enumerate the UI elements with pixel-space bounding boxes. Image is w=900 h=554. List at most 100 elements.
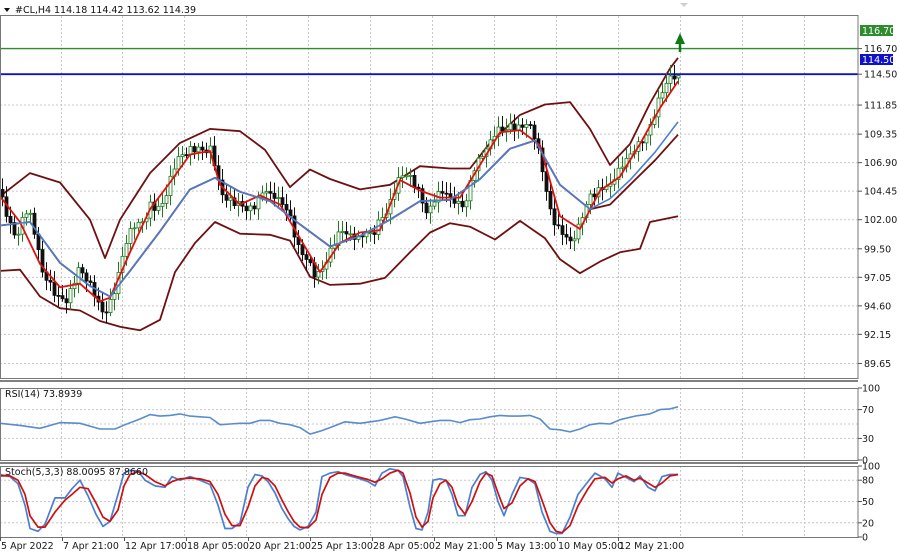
candle-body[interactable] (276, 197, 281, 200)
candle-body[interactable] (176, 156, 181, 170)
candle-body[interactable] (200, 146, 205, 151)
candle-body[interactable] (528, 124, 533, 126)
candle-body[interactable] (284, 204, 289, 211)
candle-body[interactable] (16, 233, 21, 236)
candle-body[interactable] (24, 213, 29, 218)
candle-body[interactable] (428, 205, 433, 214)
candle-body[interactable] (572, 238, 577, 242)
candle-body[interactable] (644, 134, 649, 144)
candle-body[interactable] (280, 197, 285, 205)
candle-body[interactable] (532, 124, 537, 140)
candle-body[interactable] (56, 294, 61, 297)
candle-body[interactable] (676, 75, 681, 79)
candle-body[interactable] (500, 126, 505, 132)
candle-body[interactable] (160, 203, 165, 207)
candle-body[interactable] (36, 233, 41, 250)
candle-body[interactable] (408, 175, 413, 177)
candle-body[interactable] (60, 295, 65, 300)
candle-body[interactable] (228, 197, 233, 201)
candle-body[interactable] (192, 146, 197, 153)
candle-body[interactable] (64, 298, 69, 304)
candle-body[interactable] (128, 228, 133, 244)
candle-body[interactable] (48, 279, 53, 283)
candle-body[interactable] (84, 272, 89, 282)
candle-body[interactable] (308, 259, 313, 264)
candle-body[interactable] (592, 193, 597, 198)
candle-body[interactable] (504, 129, 509, 132)
candle-body[interactable] (108, 299, 113, 313)
candle-body[interactable] (80, 267, 85, 274)
candle-body[interactable] (72, 282, 77, 289)
candle-body[interactable] (100, 301, 105, 313)
candle-body[interactable] (304, 254, 309, 260)
candle-body[interactable] (124, 243, 129, 257)
candle-body[interactable] (272, 192, 277, 199)
candle-body[interactable] (184, 154, 189, 157)
candle-body[interactable] (416, 186, 421, 190)
candle-body[interactable] (620, 166, 625, 169)
candle-body[interactable] (348, 233, 353, 236)
candle-body[interactable] (464, 200, 469, 208)
candle-body[interactable] (448, 193, 453, 198)
candle-body[interactable] (168, 175, 173, 196)
candle-body[interactable] (404, 175, 409, 178)
candle-body[interactable] (32, 212, 37, 235)
candle-body[interactable] (548, 191, 553, 210)
candle-body[interactable] (244, 205, 249, 212)
candle-body[interactable] (564, 234, 569, 238)
candle-body[interactable] (248, 205, 253, 212)
candle-body[interactable] (0, 189, 5, 198)
candle-body[interactable] (668, 75, 673, 84)
candle-body[interactable] (252, 205, 257, 210)
candle-body[interactable] (544, 171, 549, 192)
candle-body[interactable] (560, 225, 565, 235)
candle-body[interactable] (568, 236, 573, 242)
candle-body[interactable] (664, 83, 669, 94)
candle-body[interactable] (164, 195, 169, 204)
candle-body[interactable] (268, 191, 273, 194)
candle-body[interactable] (588, 193, 593, 205)
candle-body[interactable] (104, 311, 109, 314)
candle-body[interactable] (340, 231, 345, 233)
candle-body[interactable] (512, 123, 517, 132)
candle-body[interactable] (508, 123, 513, 130)
candle-body[interactable] (264, 191, 269, 194)
candle-body[interactable] (180, 154, 185, 157)
candle-body[interactable] (432, 201, 437, 207)
candle-body[interactable] (132, 227, 137, 230)
candle-body[interactable] (424, 202, 429, 214)
candle-body[interactable] (576, 223, 581, 240)
candle-body[interactable] (136, 221, 141, 229)
candle-body[interactable] (456, 200, 461, 204)
candle-body[interactable] (372, 232, 377, 235)
candle-body[interactable] (88, 280, 93, 283)
candle-body[interactable] (460, 200, 465, 208)
candle-body[interactable] (52, 281, 57, 296)
candle-body[interactable] (196, 146, 201, 153)
candle-body[interactable] (400, 175, 405, 179)
candle-body[interactable] (112, 293, 117, 300)
candle-body[interactable] (156, 205, 161, 211)
candle-body[interactable] (440, 191, 445, 194)
candle-body[interactable] (552, 208, 557, 226)
candle-body[interactable] (368, 232, 373, 235)
candle-body[interactable] (288, 209, 293, 217)
candle-body[interactable] (28, 212, 33, 215)
candle-body[interactable] (256, 196, 261, 210)
candle-body[interactable] (616, 167, 621, 180)
triangle-down-icon[interactable] (4, 8, 10, 12)
candle-body[interactable] (412, 175, 417, 188)
candle-body[interactable] (672, 75, 677, 80)
candle-body[interactable] (316, 271, 321, 278)
candle-body[interactable] (660, 92, 665, 99)
candle-body[interactable] (40, 249, 45, 273)
candle-body[interactable] (12, 222, 17, 236)
candle-body[interactable] (524, 124, 529, 128)
candle-body[interactable] (8, 215, 13, 223)
candle-body[interactable] (520, 124, 525, 128)
candle-body[interactable] (68, 288, 73, 304)
candle-body[interactable] (444, 192, 449, 195)
candle-body[interactable] (300, 244, 305, 256)
scroll-marker-icon[interactable] (680, 3, 688, 7)
